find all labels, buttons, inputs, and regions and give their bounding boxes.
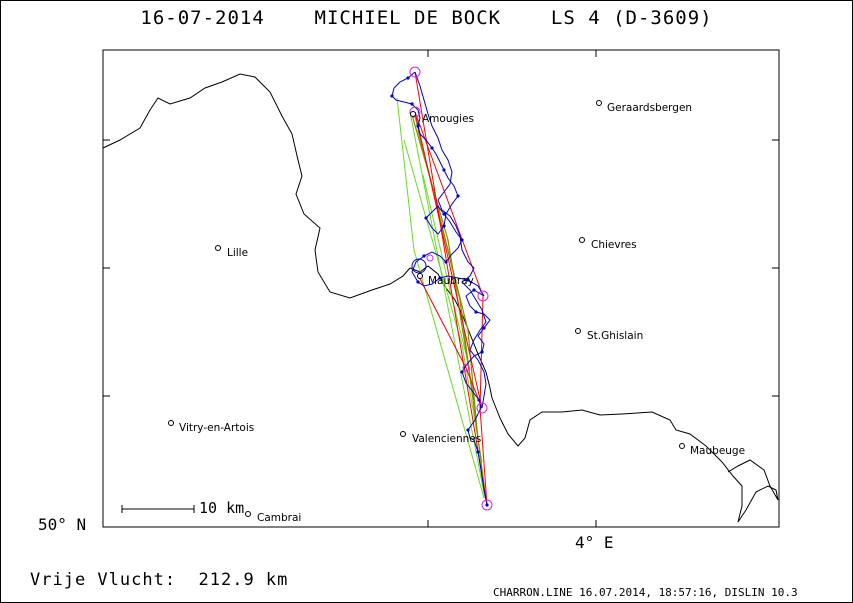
- city-label-valenciennes: Valenciennes: [412, 433, 482, 445]
- city-marker: [596, 100, 602, 106]
- glider-name: LS 4 (D-3609): [550, 7, 713, 29]
- city-marker: [215, 245, 221, 251]
- city-marker: [400, 431, 406, 437]
- track-fix-dot: [482, 326, 486, 330]
- track-fix-dot: [442, 168, 446, 172]
- city-marker: [410, 111, 416, 117]
- track-fix-dot: [442, 212, 446, 216]
- city-label-cambrai: Cambrai: [257, 512, 302, 524]
- track-fix-dot: [456, 194, 460, 198]
- city-label-maubeuge: Maubeuge: [690, 445, 746, 457]
- longitude-label: 4° E: [575, 533, 614, 552]
- city-marker: [579, 237, 585, 243]
- axis-ticks: [103, 50, 779, 527]
- city-marker: [679, 443, 685, 449]
- flight-distance: Vrije Vlucht: 212.9 km: [30, 570, 289, 590]
- optimized-route: [396, 97, 486, 499]
- flight-date: 16-07-2014: [140, 7, 265, 29]
- turnpoint-circle: [426, 254, 434, 262]
- track-fix-dot: [416, 124, 420, 128]
- track-fix-dot: [466, 278, 470, 282]
- city-label-maubray: Maubray: [428, 275, 474, 287]
- city-marker: [245, 511, 251, 517]
- track-fix-dot: [480, 350, 484, 354]
- city-label-st-ghislain: St.Ghislain: [587, 330, 644, 342]
- track-fix-dot: [390, 94, 394, 98]
- city-label-chievres: Chievres: [591, 239, 637, 251]
- city-marker: [417, 273, 423, 279]
- track-fix-dot: [442, 224, 446, 228]
- pilot-name: MICHIEL DE BOCK: [314, 7, 502, 29]
- city-label-lille: Lille: [227, 247, 249, 259]
- track-fix-dot: [485, 503, 489, 507]
- scale-label: 10 km: [199, 499, 245, 517]
- track-fix-dot: [474, 310, 478, 314]
- track-fix-dot: [460, 370, 464, 374]
- software-footer: CHARRON.LINE 16.07.2014, 18:57:16, DISLI…: [493, 586, 798, 599]
- city-label-vitry-en-artois: Vitry-en-Artois: [179, 422, 255, 434]
- track-fix-dot: [410, 102, 414, 106]
- track-fix-dot: [406, 76, 410, 80]
- track-fix-dot: [438, 276, 442, 280]
- turnpoint-circle: [481, 499, 493, 511]
- page-title: 16-07-2014 MICHIEL DE BOCK LS 4 (D-3609): [0, 7, 853, 29]
- track-fix-dot: [472, 288, 476, 292]
- turnpoint-circle: [462, 364, 470, 372]
- track-fix-dot: [476, 450, 480, 454]
- turnpoint-circle: [409, 66, 421, 78]
- track-fix-dot: [444, 260, 448, 264]
- turnpoints: [409, 66, 493, 511]
- city-marker: [168, 420, 174, 426]
- scale-bar: [121, 505, 195, 513]
- track-fix-dot: [430, 146, 434, 150]
- track-fix-dot: [466, 428, 470, 432]
- thermal-circle: [411, 258, 427, 274]
- city-label-geraardsbergen: Geraardsbergen: [607, 102, 693, 114]
- city-label-amougies: Amougies: [422, 113, 475, 125]
- map-frame: [102, 49, 780, 528]
- latitude-label: 50° N: [38, 515, 87, 534]
- gps-track-2: [414, 71, 487, 409]
- track-fix-dot: [416, 280, 420, 284]
- turnpoint-circle: [477, 290, 489, 302]
- track-fix-dot: [422, 254, 426, 258]
- country-border: [102, 73, 779, 523]
- track-fix-dot: [424, 216, 428, 220]
- turnpoint-circle: [409, 106, 421, 118]
- track-fix-dot: [477, 398, 481, 402]
- turnpoint-circle: [476, 402, 488, 414]
- city-markers: [168, 100, 685, 517]
- track-fix-dot: [460, 238, 464, 242]
- city-marker: [575, 328, 581, 334]
